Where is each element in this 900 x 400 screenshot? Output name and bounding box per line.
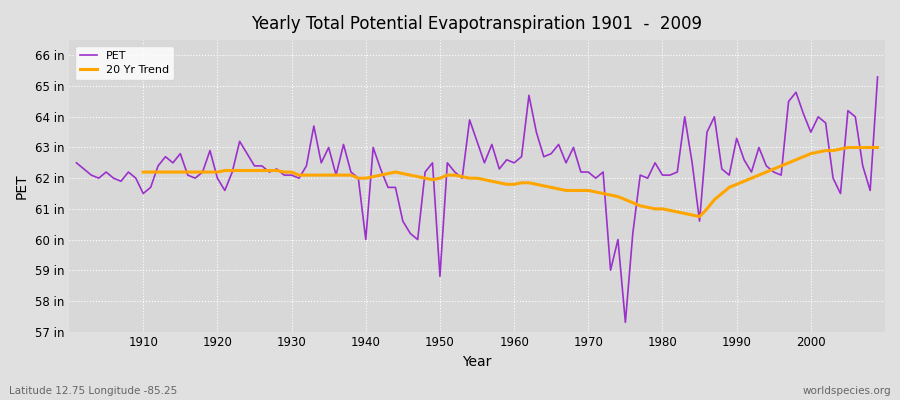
- 20 Yr Trend: [850, 145, 860, 150]
- 20 Yr Trend: [575, 188, 586, 193]
- PET: [130, 176, 141, 180]
- PET: [508, 160, 519, 165]
- 20 Yr Trend: [138, 170, 148, 174]
- Title: Yearly Total Potential Evapotranspiration 1901  -  2009: Yearly Total Potential Evapotranspiratio…: [251, 15, 703, 33]
- PET: [620, 320, 631, 325]
- PET: [872, 74, 883, 79]
- 20 Yr Trend: [694, 214, 705, 219]
- Line: 20 Yr Trend: 20 Yr Trend: [143, 148, 878, 216]
- Y-axis label: PET: PET: [15, 173, 29, 199]
- 20 Yr Trend: [872, 145, 883, 150]
- 20 Yr Trend: [820, 148, 831, 153]
- 20 Yr Trend: [842, 145, 853, 150]
- 20 Yr Trend: [279, 170, 290, 174]
- 20 Yr Trend: [516, 180, 526, 185]
- PET: [501, 157, 512, 162]
- Legend: PET, 20 Yr Trend: PET, 20 Yr Trend: [75, 46, 175, 80]
- Text: Latitude 12.75 Longitude -85.25: Latitude 12.75 Longitude -85.25: [9, 386, 177, 396]
- PET: [71, 160, 82, 165]
- X-axis label: Year: Year: [463, 355, 491, 369]
- PET: [293, 176, 304, 180]
- Text: worldspecies.org: worldspecies.org: [803, 386, 891, 396]
- PET: [598, 170, 608, 174]
- Line: PET: PET: [76, 77, 878, 322]
- PET: [338, 142, 349, 147]
- 20 Yr Trend: [309, 173, 320, 178]
